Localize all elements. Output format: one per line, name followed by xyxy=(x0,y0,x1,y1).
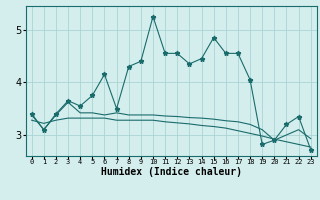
X-axis label: Humidex (Indice chaleur): Humidex (Indice chaleur) xyxy=(101,167,242,177)
